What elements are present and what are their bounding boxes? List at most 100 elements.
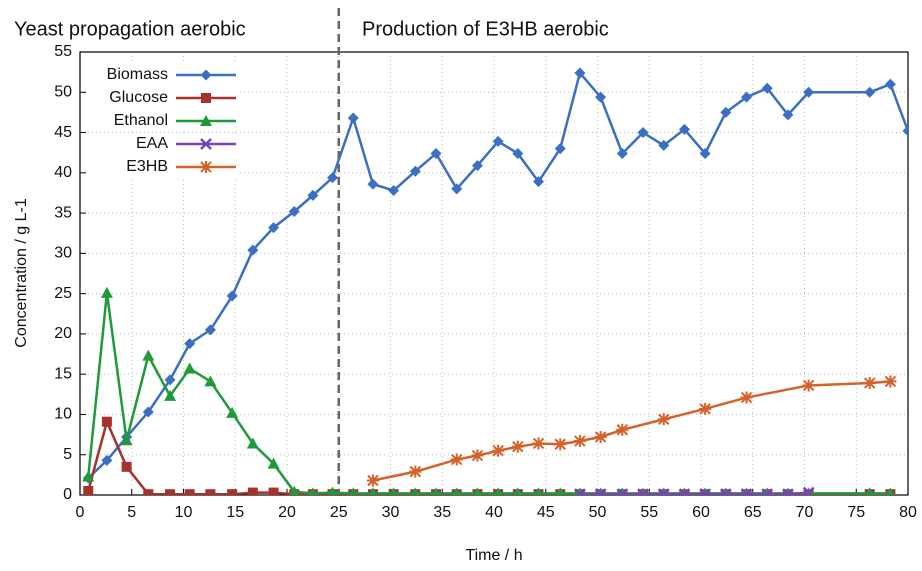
marker <box>473 487 482 495</box>
marker <box>637 127 649 139</box>
marker <box>204 324 216 336</box>
marker <box>865 487 874 495</box>
x-tick-label: 30 <box>382 504 400 521</box>
marker <box>782 109 794 121</box>
x-tick-label: 65 <box>744 504 762 521</box>
marker <box>471 160 483 172</box>
marker <box>595 91 607 103</box>
x-tick-label: 80 <box>899 504 917 521</box>
marker <box>142 406 154 418</box>
marker <box>411 487 420 495</box>
marker <box>699 402 712 415</box>
marker <box>204 375 217 387</box>
marker <box>533 176 545 188</box>
marker <box>802 379 815 392</box>
marker <box>658 139 670 151</box>
marker <box>431 487 441 495</box>
y-tick-label: 10 <box>54 406 72 423</box>
marker <box>803 86 815 98</box>
marker <box>184 489 195 495</box>
marker <box>884 78 896 90</box>
y-tick-label: 55 <box>54 43 72 60</box>
marker <box>183 362 196 374</box>
x-tick-label: 55 <box>640 504 658 521</box>
marker <box>594 431 607 444</box>
marker <box>637 488 649 495</box>
marker <box>554 143 566 155</box>
marker <box>367 178 379 190</box>
marker <box>782 488 794 495</box>
marker <box>574 67 586 79</box>
marker <box>289 485 300 495</box>
x-tick-label: 10 <box>175 504 193 521</box>
legend-bg <box>86 133 238 155</box>
x-tick-label: 25 <box>330 504 348 521</box>
marker <box>902 125 908 137</box>
marker <box>389 487 398 495</box>
marker <box>678 123 690 135</box>
x-tick-label: 70 <box>796 504 814 521</box>
legend-label: Biomass <box>107 66 168 83</box>
marker <box>200 69 212 81</box>
marker <box>513 487 522 495</box>
marker <box>82 470 95 482</box>
marker <box>100 286 113 298</box>
marker <box>200 138 212 150</box>
x-tick-label: 5 <box>127 504 136 521</box>
marker <box>164 374 176 386</box>
marker <box>205 489 216 495</box>
marker <box>101 416 112 427</box>
marker <box>164 389 177 401</box>
x-tick-label: 60 <box>692 504 710 521</box>
marker <box>511 440 524 453</box>
legend-bg <box>86 87 238 109</box>
legend-bg <box>86 64 238 86</box>
marker <box>121 461 132 472</box>
legend-label: EAA <box>136 135 168 152</box>
x-tick-label: 35 <box>433 504 451 521</box>
phase-label: Production of E3HB aerobic <box>362 18 609 40</box>
marker <box>699 488 712 495</box>
marker <box>247 244 259 256</box>
marker <box>657 488 670 495</box>
marker <box>719 488 732 495</box>
phase-label: Yeast propagation aerobic <box>14 18 246 40</box>
marker <box>657 413 670 426</box>
marker <box>616 488 629 495</box>
y-tick-label: 5 <box>63 446 72 463</box>
marker <box>699 147 711 159</box>
marker <box>143 489 154 495</box>
x-tick-label: 50 <box>589 504 607 521</box>
marker <box>268 487 279 495</box>
marker <box>450 453 463 466</box>
marker <box>200 115 212 126</box>
y-tick-label: 20 <box>54 325 72 342</box>
marker <box>268 222 280 234</box>
marker <box>120 434 133 446</box>
marker <box>512 147 524 159</box>
marker <box>142 349 155 361</box>
marker <box>349 487 358 495</box>
marker <box>347 112 359 124</box>
series-line <box>87 417 891 495</box>
marker <box>307 189 319 201</box>
marker <box>678 488 691 495</box>
marker <box>492 444 505 457</box>
marker <box>493 487 503 495</box>
marker <box>247 487 258 495</box>
marker <box>83 485 94 495</box>
series-line <box>579 491 809 495</box>
y-tick-label: 0 <box>63 486 72 503</box>
marker <box>409 165 421 177</box>
marker <box>184 338 196 350</box>
marker <box>574 488 586 495</box>
marker <box>616 423 629 436</box>
y-tick-label: 25 <box>54 285 72 302</box>
series-line <box>372 380 891 482</box>
x-tick-label: 45 <box>537 504 555 521</box>
y-tick-label: 50 <box>54 83 72 100</box>
marker <box>388 185 400 197</box>
marker <box>452 487 461 495</box>
marker <box>409 465 422 478</box>
marker <box>532 437 545 450</box>
